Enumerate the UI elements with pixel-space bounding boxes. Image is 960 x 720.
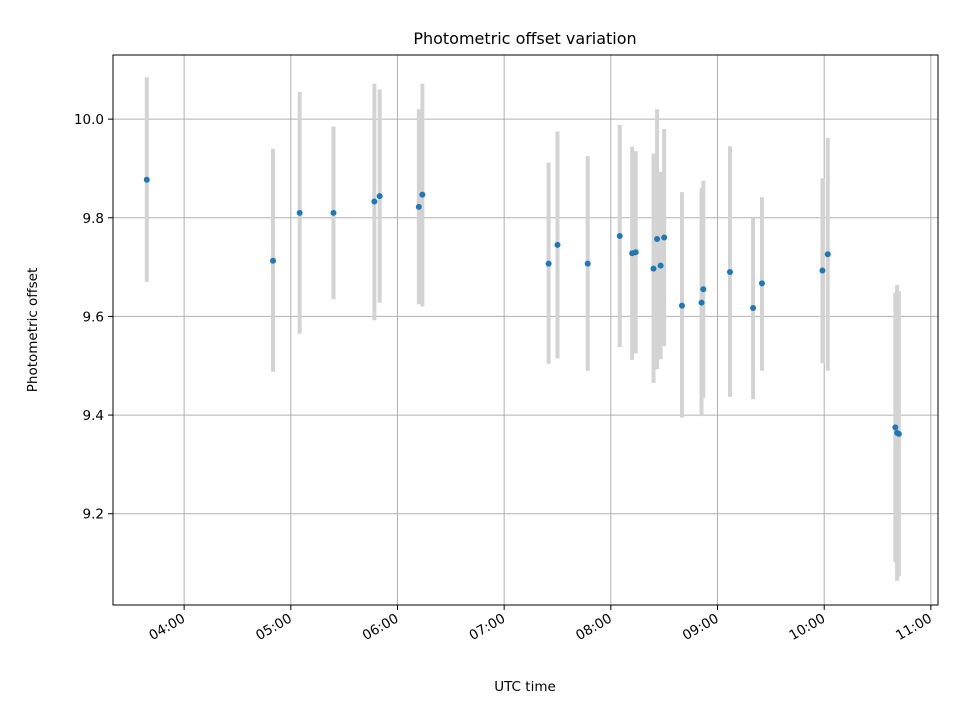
- plot-frame: [112, 54, 939, 606]
- y-tick-label: 10.0: [74, 112, 104, 128]
- data-point: [270, 257, 277, 264]
- data-point: [554, 241, 561, 248]
- data-point: [616, 233, 623, 240]
- data-point: [376, 193, 383, 200]
- data-point: [419, 191, 426, 198]
- data-point: [678, 302, 685, 309]
- data-point: [895, 430, 902, 437]
- data-point: [750, 305, 757, 312]
- x-axis-label: UTC time: [494, 679, 556, 695]
- y-axis-ticks: 9.2 9.4 9.6 9.8 10.0: [74, 112, 113, 523]
- data-point: [143, 176, 150, 183]
- data-point: [371, 198, 378, 205]
- data-points: [143, 176, 902, 437]
- chart-title: Photometric offset variation: [413, 29, 636, 48]
- data-point: [415, 203, 422, 210]
- data-point: [654, 235, 661, 242]
- data-point: [661, 234, 668, 241]
- data-point: [819, 267, 826, 274]
- data-point: [700, 286, 707, 293]
- data-point: [330, 209, 337, 216]
- y-tick-label: 9.6: [83, 309, 104, 325]
- grid-lines: [113, 55, 938, 605]
- data-point: [545, 260, 552, 267]
- y-tick-label: 9.2: [83, 507, 104, 523]
- data-point: [758, 280, 765, 287]
- data-point: [726, 269, 733, 276]
- y-tick-label: 9.4: [83, 408, 104, 424]
- data-point: [824, 251, 831, 258]
- y-axis-label: Photometric offset: [25, 268, 41, 392]
- data-point: [657, 262, 664, 269]
- data-point: [632, 249, 639, 256]
- data-point: [698, 299, 705, 306]
- data-point: [650, 265, 657, 272]
- data-point: [892, 424, 899, 431]
- y-tick-label: 9.8: [83, 211, 104, 227]
- data-point: [296, 209, 303, 216]
- data-point: [584, 260, 591, 267]
